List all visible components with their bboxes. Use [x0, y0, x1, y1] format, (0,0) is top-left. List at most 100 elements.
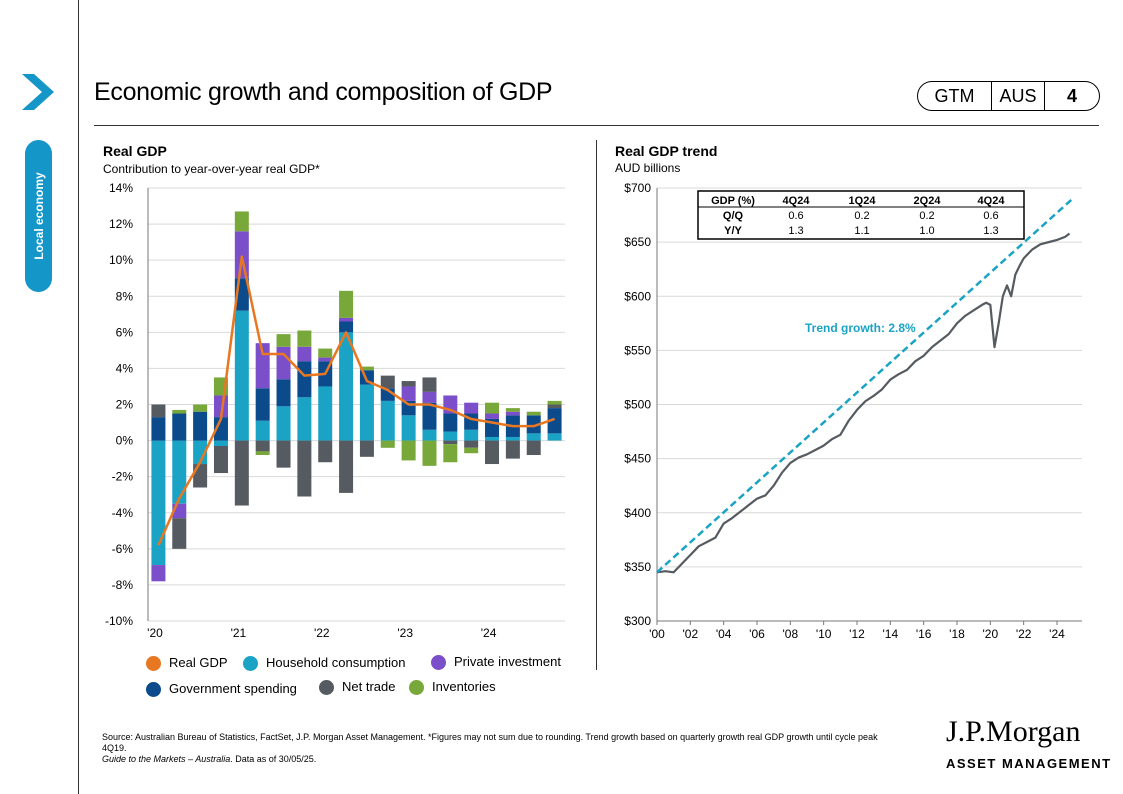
bar-segment — [255, 420, 270, 441]
table-header-label: GDP (%) — [711, 195, 755, 207]
real-gdp-contribution-chart: -10% -8% -6% -4% -2% 0% 2% 4% 6% 8% 10% 12% 14% '20 '2… — [105, 181, 565, 640]
guide-title: Guide to the Markets – Australia — [102, 754, 231, 764]
bar-segment — [339, 332, 354, 441]
sidebar-divider — [78, 0, 79, 794]
bar-segment — [547, 408, 562, 434]
bar-segment — [151, 417, 166, 441]
bar-segment — [151, 565, 166, 582]
y-tick-label: $450 — [624, 452, 651, 466]
y-tick-label: -8% — [112, 578, 134, 592]
legend-label: Household consumption — [266, 655, 406, 670]
table-cell: 1.0 — [919, 225, 934, 237]
y-tick-label: 2% — [116, 398, 134, 412]
bar-segment — [547, 433, 562, 441]
bar-segment — [172, 518, 187, 549]
legend-swatch — [319, 680, 334, 696]
legend-item-inventories: Inventories — [409, 679, 496, 696]
x-tick-label: '20 — [147, 626, 163, 640]
y-tick-label: 10% — [109, 253, 133, 267]
bar-segment — [443, 431, 458, 441]
table-header-col3: 2Q24 — [914, 195, 942, 207]
badge-section: GTM — [934, 85, 975, 106]
trend-growth-line — [656, 196, 1075, 574]
y-tick-label: $700 — [624, 181, 651, 195]
bar-segment — [464, 402, 479, 414]
legend-swatch — [146, 656, 161, 672]
y-tick-label: $400 — [624, 506, 651, 520]
bar-segment — [318, 357, 333, 362]
y-tick-label: $550 — [624, 343, 651, 357]
table-cell: 0.6 — [983, 210, 998, 222]
bar-segment — [401, 440, 416, 461]
y-tick-label: $500 — [624, 398, 651, 412]
bar-segment — [276, 334, 291, 347]
data-as-of: . Data as of 30/05/25. — [230, 754, 317, 764]
legend-label: Inventories — [432, 679, 496, 694]
legend-label: Government spending — [169, 681, 297, 696]
bar-segment — [505, 440, 520, 459]
bar-segment — [526, 440, 541, 456]
bar-segment — [318, 440, 333, 463]
y-tick-label: 8% — [116, 289, 134, 303]
right-chart-title: Real GDP trend — [615, 143, 718, 159]
bar-segment — [193, 404, 208, 412]
page-badge: GTM AUS 4 — [917, 81, 1100, 111]
table-header-col2: 1Q24 — [849, 195, 877, 207]
bar-segment — [318, 348, 333, 358]
table-header-col4: 4Q24 — [978, 195, 1006, 207]
bar-segment — [193, 411, 208, 441]
bar-segment — [255, 388, 270, 421]
bar-segment — [505, 408, 520, 412]
y-tick-label: $600 — [624, 289, 651, 303]
legend-label: Net trade — [342, 679, 396, 694]
bar-segment — [193, 440, 208, 465]
header-divider — [94, 125, 1099, 126]
bar-segment — [401, 415, 416, 441]
bar-segment — [255, 440, 270, 452]
bar-segment — [213, 440, 228, 446]
left-chart-title: Real GDP — [103, 143, 167, 159]
x-tick-label: '10 — [816, 627, 832, 641]
x-tick-label: '22 — [1016, 627, 1032, 641]
bar-segment — [547, 400, 562, 405]
x-tick-label: '12 — [849, 627, 865, 641]
bar-segment — [380, 440, 395, 448]
sidebar-tab-local-economy[interactable]: Local economy — [25, 140, 52, 292]
table-cell: 1.1 — [854, 225, 869, 237]
x-tick-label: '00 — [649, 627, 665, 641]
y-tick-label: $350 — [624, 560, 651, 574]
bar-segment — [526, 433, 541, 441]
bar-segment — [234, 440, 249, 506]
legend-item-private-investment: Private investment — [431, 654, 561, 671]
bar-segment — [339, 321, 354, 333]
x-tick-label: '23 — [397, 626, 413, 640]
bar-segment — [234, 310, 249, 441]
bar-segment — [422, 377, 437, 392]
bar-segment — [297, 397, 312, 441]
bar-segment — [443, 444, 458, 463]
bar-segment — [172, 413, 187, 441]
bar-segment — [464, 447, 479, 454]
bar-segment — [193, 464, 208, 488]
bar-segment — [172, 440, 187, 504]
legend-swatch — [409, 680, 424, 696]
bar-segment — [359, 440, 374, 457]
bar-segment — [172, 409, 187, 414]
table-cell: 0.2 — [854, 210, 869, 222]
y-tick-label: 4% — [116, 361, 134, 375]
gdp-growth-table: GDP (%) 4Q24 1Q24 2Q24 4Q24 Q/Q 0.6 0.2 … — [697, 190, 1025, 240]
real-gdp-trend-chart: $300 $350 $400 $450 $500 $550 $600 $650 $700 '00 '… — [624, 181, 1082, 641]
x-tick-label: '24 — [1049, 627, 1065, 641]
legend-swatch — [146, 682, 161, 698]
bar-segment — [401, 386, 416, 401]
bar-segment — [276, 406, 291, 441]
x-tick-label: '22 — [314, 626, 330, 640]
table-cell: 1.3 — [983, 225, 998, 237]
y-tick-label: -10% — [105, 614, 133, 628]
bar-segment — [276, 379, 291, 407]
bar-segment — [234, 231, 249, 279]
bar-segment — [151, 440, 166, 566]
bar-segment — [422, 429, 437, 441]
badge-region: AUS — [991, 82, 1045, 110]
bar-segment — [422, 391, 437, 403]
